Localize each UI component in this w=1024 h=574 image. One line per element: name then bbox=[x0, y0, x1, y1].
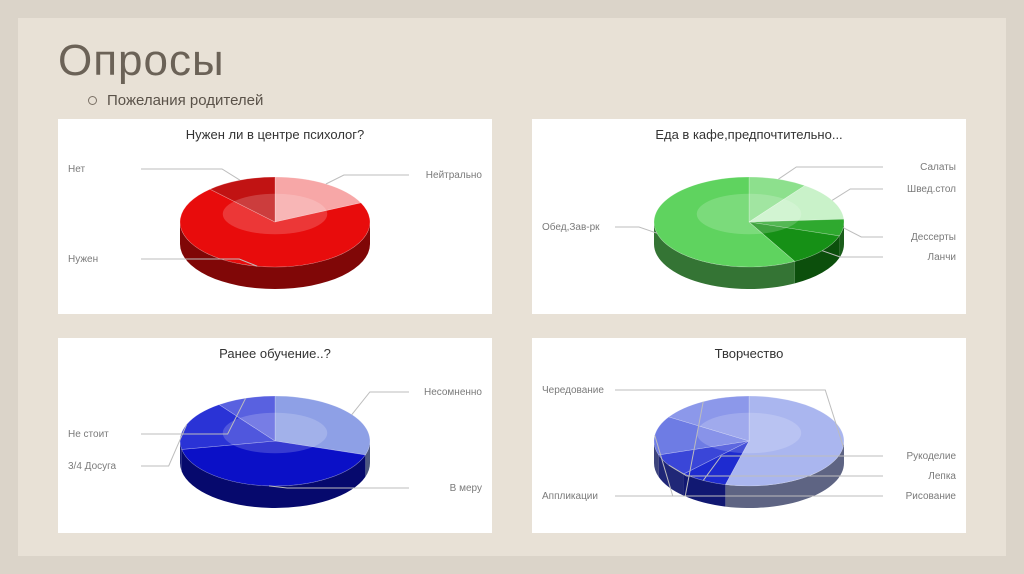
pie-chart bbox=[559, 363, 939, 523]
pie-gloss bbox=[697, 194, 802, 235]
slice-label: Салаты bbox=[920, 162, 956, 173]
pie-gloss bbox=[223, 413, 328, 454]
slice-label: Несомненно bbox=[424, 387, 482, 398]
chart-area: Нейтрально Нужен Нет bbox=[62, 144, 488, 304]
chart-card: Творчество Чередование Рукоделие Лепка Рисов… bbox=[532, 338, 966, 533]
leader-line bbox=[141, 424, 187, 466]
slice-label: Нейтрально bbox=[426, 170, 482, 181]
slice-label: Обед,Зав-рк bbox=[542, 222, 600, 233]
chart-title: Творчество bbox=[536, 346, 962, 361]
bullet-text: Пожелания родителей bbox=[107, 92, 263, 109]
slice-label: Чередование bbox=[542, 385, 604, 396]
pie-gloss bbox=[697, 413, 802, 454]
leader-line bbox=[615, 227, 657, 233]
slice-label: Не стоит bbox=[68, 429, 109, 440]
leader-line bbox=[141, 169, 240, 180]
slide: Опросы Пожелания родителей Нужен ли в це… bbox=[18, 18, 1006, 556]
chart-title: Ранее обучение..? bbox=[62, 346, 488, 361]
pie-gloss bbox=[223, 194, 328, 235]
chart-area: Несомненно В меру 3/4 Досуга Не стоит bbox=[62, 363, 488, 523]
slice-label: Нужен bbox=[68, 254, 98, 265]
slice-label: В меру bbox=[450, 483, 482, 494]
leader-line bbox=[352, 392, 409, 415]
leader-line bbox=[832, 189, 883, 200]
slice-label: Нет bbox=[68, 164, 85, 175]
leader-line bbox=[843, 228, 883, 237]
slice-label: Ланчи bbox=[928, 252, 956, 263]
slice-label: Рисование bbox=[906, 491, 956, 502]
bullet: Пожелания родителей bbox=[88, 92, 966, 109]
leader-line bbox=[778, 167, 883, 179]
chart-card: Еда в кафе,предпочтительно... Салаты Швед.… bbox=[532, 119, 966, 314]
chart-title: Нужен ли в центре психолог? bbox=[62, 127, 488, 142]
chart-area: Салаты Швед.стол Дессерты Ланчи Обед,Зав-рк bbox=[536, 144, 962, 304]
slice-label: 3/4 Досуга bbox=[68, 461, 116, 472]
slice-label: Рукоделие bbox=[906, 451, 956, 462]
pie-chart bbox=[559, 144, 939, 304]
chart-title: Еда в кафе,предпочтительно... bbox=[536, 127, 962, 142]
chart-grid: Нужен ли в центре психолог? Нейтрально Нуж… bbox=[58, 119, 966, 533]
slice-label: Аппликации bbox=[542, 491, 598, 502]
slice-label: Дессерты bbox=[911, 232, 956, 243]
chart-card: Ранее обучение..? Несомненно В меру 3/4 Дос… bbox=[58, 338, 492, 533]
bullet-icon bbox=[88, 96, 97, 105]
pie-chart bbox=[85, 363, 465, 523]
slice-label: Лепка bbox=[928, 471, 956, 482]
leader-line bbox=[326, 175, 409, 184]
pie-chart bbox=[85, 144, 465, 304]
chart-area: Чередование Рукоделие Лепка Рисование Апплик… bbox=[536, 363, 962, 523]
chart-card: Нужен ли в центре психолог? Нейтрально Нуж… bbox=[58, 119, 492, 314]
page-title: Опросы bbox=[58, 36, 966, 86]
slice-label: Швед.стол bbox=[907, 184, 956, 195]
